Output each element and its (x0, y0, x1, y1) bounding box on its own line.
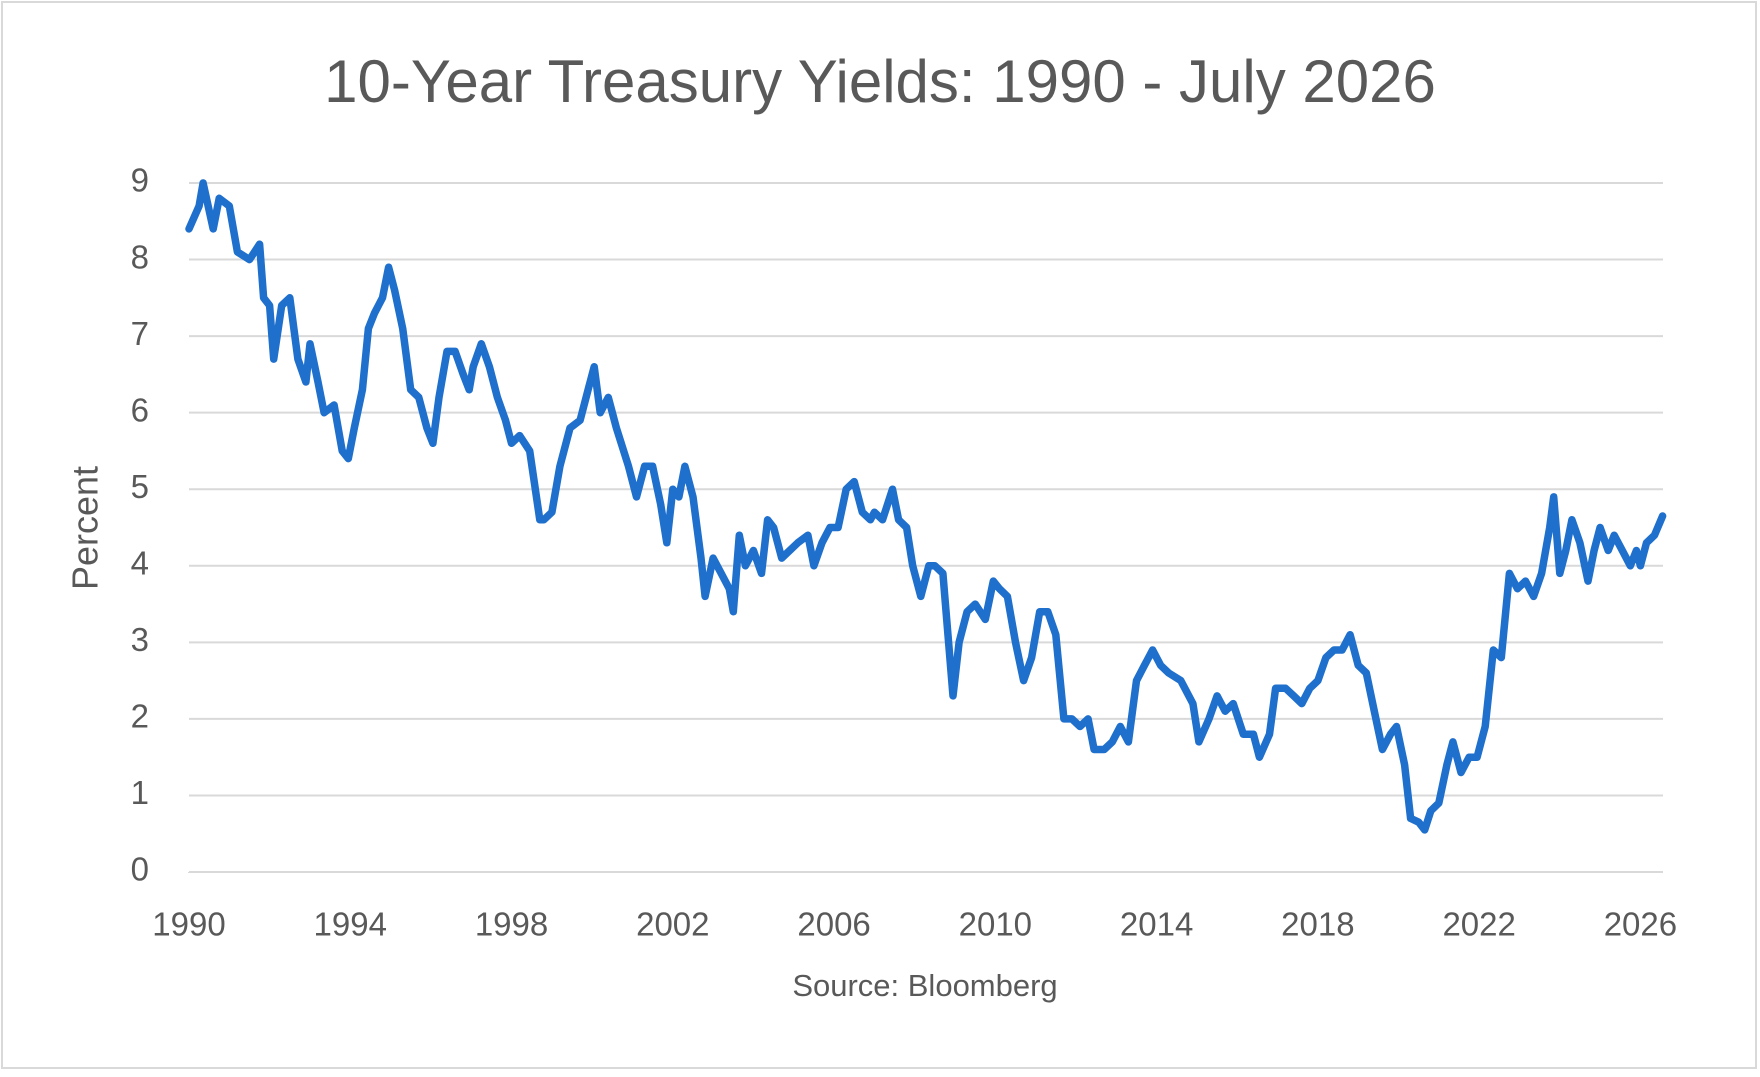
y-tick-label: 7 (131, 315, 149, 352)
x-tick-label: 2026 (1604, 906, 1677, 943)
x-tick-label: 1998 (475, 906, 548, 943)
x-tick-label: 2006 (797, 906, 870, 943)
x-tick-label: 2018 (1281, 906, 1354, 943)
data-line (185, 179, 1667, 834)
y-tick-label: 9 (131, 162, 149, 199)
y-tick-label: 5 (131, 468, 149, 505)
x-tick-label: 2010 (959, 906, 1032, 943)
chart-title: 10-Year Treasury Yields: 1990 - July 202… (324, 48, 1436, 115)
y-tick-label: 0 (131, 851, 149, 888)
x-tick-label: 2002 (636, 906, 709, 943)
y-axis-label: Percent (65, 466, 106, 590)
y-tick-label: 3 (131, 621, 149, 658)
y-tick-label: 4 (131, 544, 149, 581)
y-tick-label: 2 (131, 698, 149, 735)
y-tick-label: 1 (131, 774, 149, 811)
y-tick-label: 8 (131, 238, 149, 275)
x-tick-label: 2022 (1442, 906, 1515, 943)
x-tick-label: 1990 (152, 906, 225, 943)
source-note: Source: Bloomberg (792, 968, 1057, 1003)
y-tick-label: 6 (131, 391, 149, 428)
x-tick-label: 2014 (1120, 906, 1193, 943)
x-tick-label: 1994 (314, 906, 387, 943)
